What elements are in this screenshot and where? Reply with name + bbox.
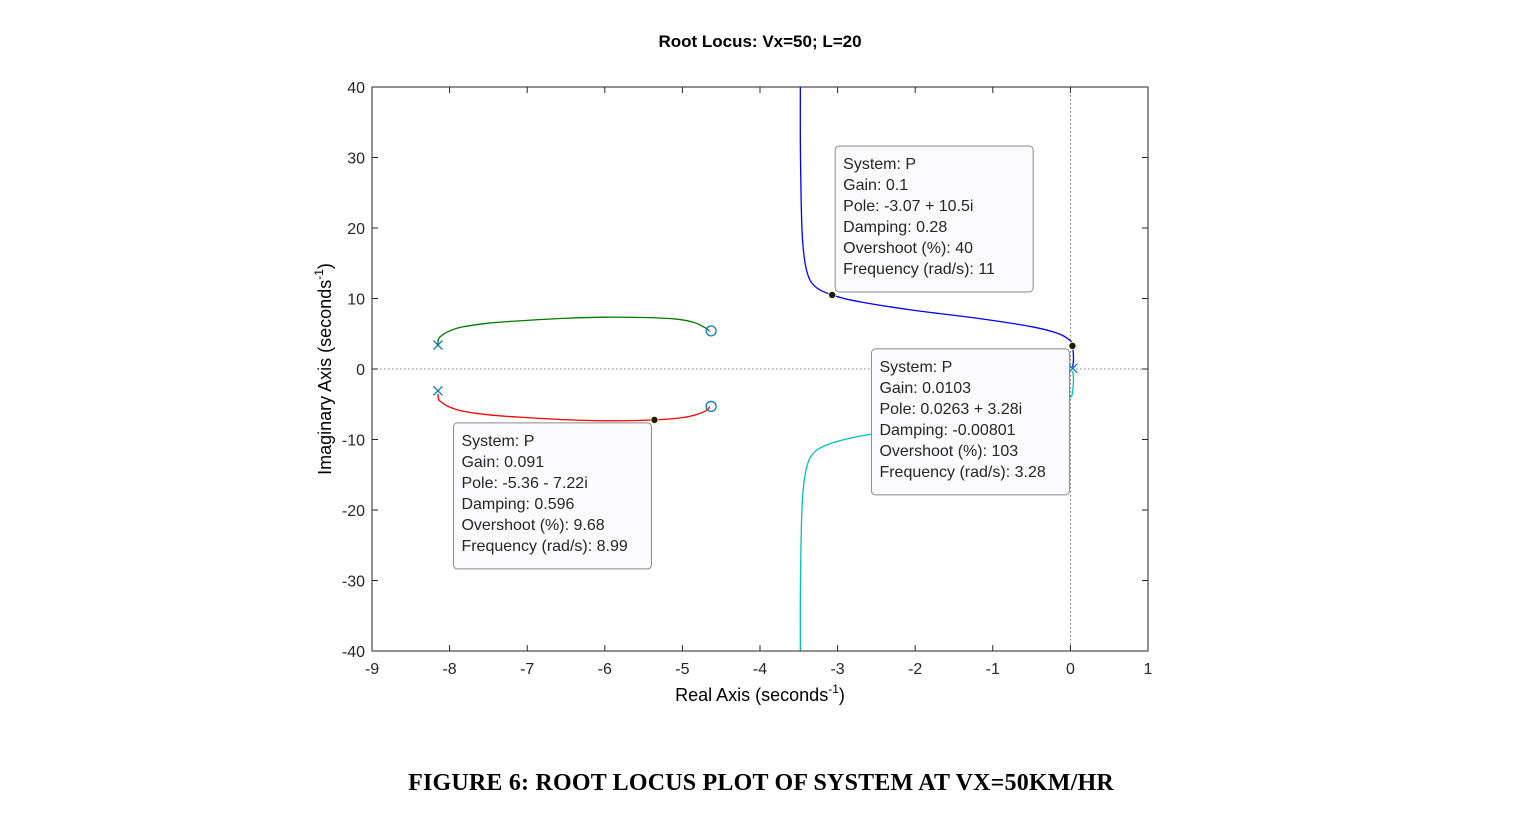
datatip-marker (828, 290, 837, 299)
x-tick-label: -9 (365, 661, 379, 678)
y-tick-label: 30 (347, 151, 365, 168)
datatip-line: Gain: 0.091 (461, 454, 544, 471)
datatip-line: Damping: -0.00801 (879, 422, 1015, 439)
plot-area: -9 -8 -7 -6 -5 -4 -3 -2 -1 0 1-40-30-20-1001020304… (312, 80, 1153, 705)
datatip-line: Pole: -5.36 - 7.22i (461, 475, 587, 492)
datatip-marker (1068, 341, 1077, 350)
datatip-line: Frequency (rad/s): 8.99 (461, 538, 627, 555)
y-tick-label: 0 (356, 362, 365, 379)
datatip-line: Overshoot (%): 9.68 (461, 517, 604, 534)
datatip-line: Gain: 0.1 (843, 177, 908, 194)
pole-marker (433, 340, 443, 350)
x-tick-label: -5 (675, 661, 689, 678)
datatip-line: Damping: 0.28 (843, 219, 947, 236)
datatip-3: System: P Gain: 0.091 Pole: -5.36 - 7.22i D… (452, 415, 659, 570)
datatip-box (452, 422, 652, 570)
datatip-line: System: P (843, 156, 916, 173)
y-tick-label: -10 (342, 433, 365, 450)
datatip-1: System: P Gain: 0.1 Pole: -3.07 + 10.5i Dam… (828, 145, 1034, 299)
x-tick-label: -1 (986, 661, 1000, 678)
x-tick-label: -3 (830, 661, 844, 678)
datatip-line: Frequency (rad/s): 3.28 (879, 464, 1045, 481)
datatip-line: Damping: 0.596 (461, 496, 574, 513)
datatip-line: Gain: 0.0103 (879, 380, 971, 397)
x-tick-label: 1 (1144, 661, 1153, 678)
datatip-line: System: P (879, 359, 952, 376)
figure-caption: FIGURE 6: ROOT LOCUS PLOT OF SYSTEM AT V… (408, 770, 1114, 796)
datatip-2: System: P Gain: 0.0103 Pole: 0.0263 + 3.28… (870, 341, 1077, 496)
datatip-box (870, 348, 1070, 496)
y-tick-label: -20 (342, 503, 365, 520)
pole-stroke (433, 385, 443, 396)
locus-branch-red (437, 393, 711, 422)
zero-marker (705, 400, 717, 412)
x-tick-label: -4 (753, 661, 767, 678)
datatip-line: Overshoot (%): 40 (843, 240, 973, 257)
datatip-line: System: P (461, 433, 534, 450)
datatip-marker (650, 415, 659, 424)
x-tick-label: -8 (442, 661, 456, 678)
chart-title: Root Locus: Vx=50; L=20 (658, 32, 861, 51)
y-tick-label: -40 (342, 644, 365, 661)
datatip-line: Overshoot (%): 103 (879, 443, 1018, 460)
plot-frame (371, 86, 1149, 652)
datatip-line: Pole: -3.07 + 10.5i (843, 198, 973, 215)
pole-marker (433, 385, 443, 396)
datatip-box (834, 145, 1034, 293)
pole-stroke (433, 340, 443, 350)
zero-marker (705, 325, 717, 337)
y-tick-label: 10 (347, 292, 365, 309)
y-tick-label: 40 (347, 80, 365, 97)
x-tick-label: 0 (1066, 661, 1075, 678)
x-tick-label: -2 (908, 661, 922, 678)
datatip-line: Frequency (rad/s): 11 (843, 261, 995, 278)
x-tick-label: -6 (598, 661, 612, 678)
y-axis-label: Imaginary Axis (seconds-1) (312, 263, 335, 475)
locus-branch-green (437, 316, 711, 345)
datatip-line: Pole: 0.0263 + 3.28i (879, 401, 1022, 418)
x-tick-label: -7 (520, 661, 534, 678)
y-tick-label: -30 (342, 574, 365, 591)
y-tick-label: 20 (347, 221, 365, 238)
x-axis-label: Real Axis (seconds-1) (675, 682, 845, 705)
